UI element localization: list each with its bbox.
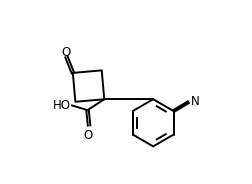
Text: N: N — [191, 95, 199, 108]
Text: O: O — [84, 129, 93, 142]
Text: HO: HO — [52, 99, 71, 112]
Text: O: O — [62, 46, 71, 59]
